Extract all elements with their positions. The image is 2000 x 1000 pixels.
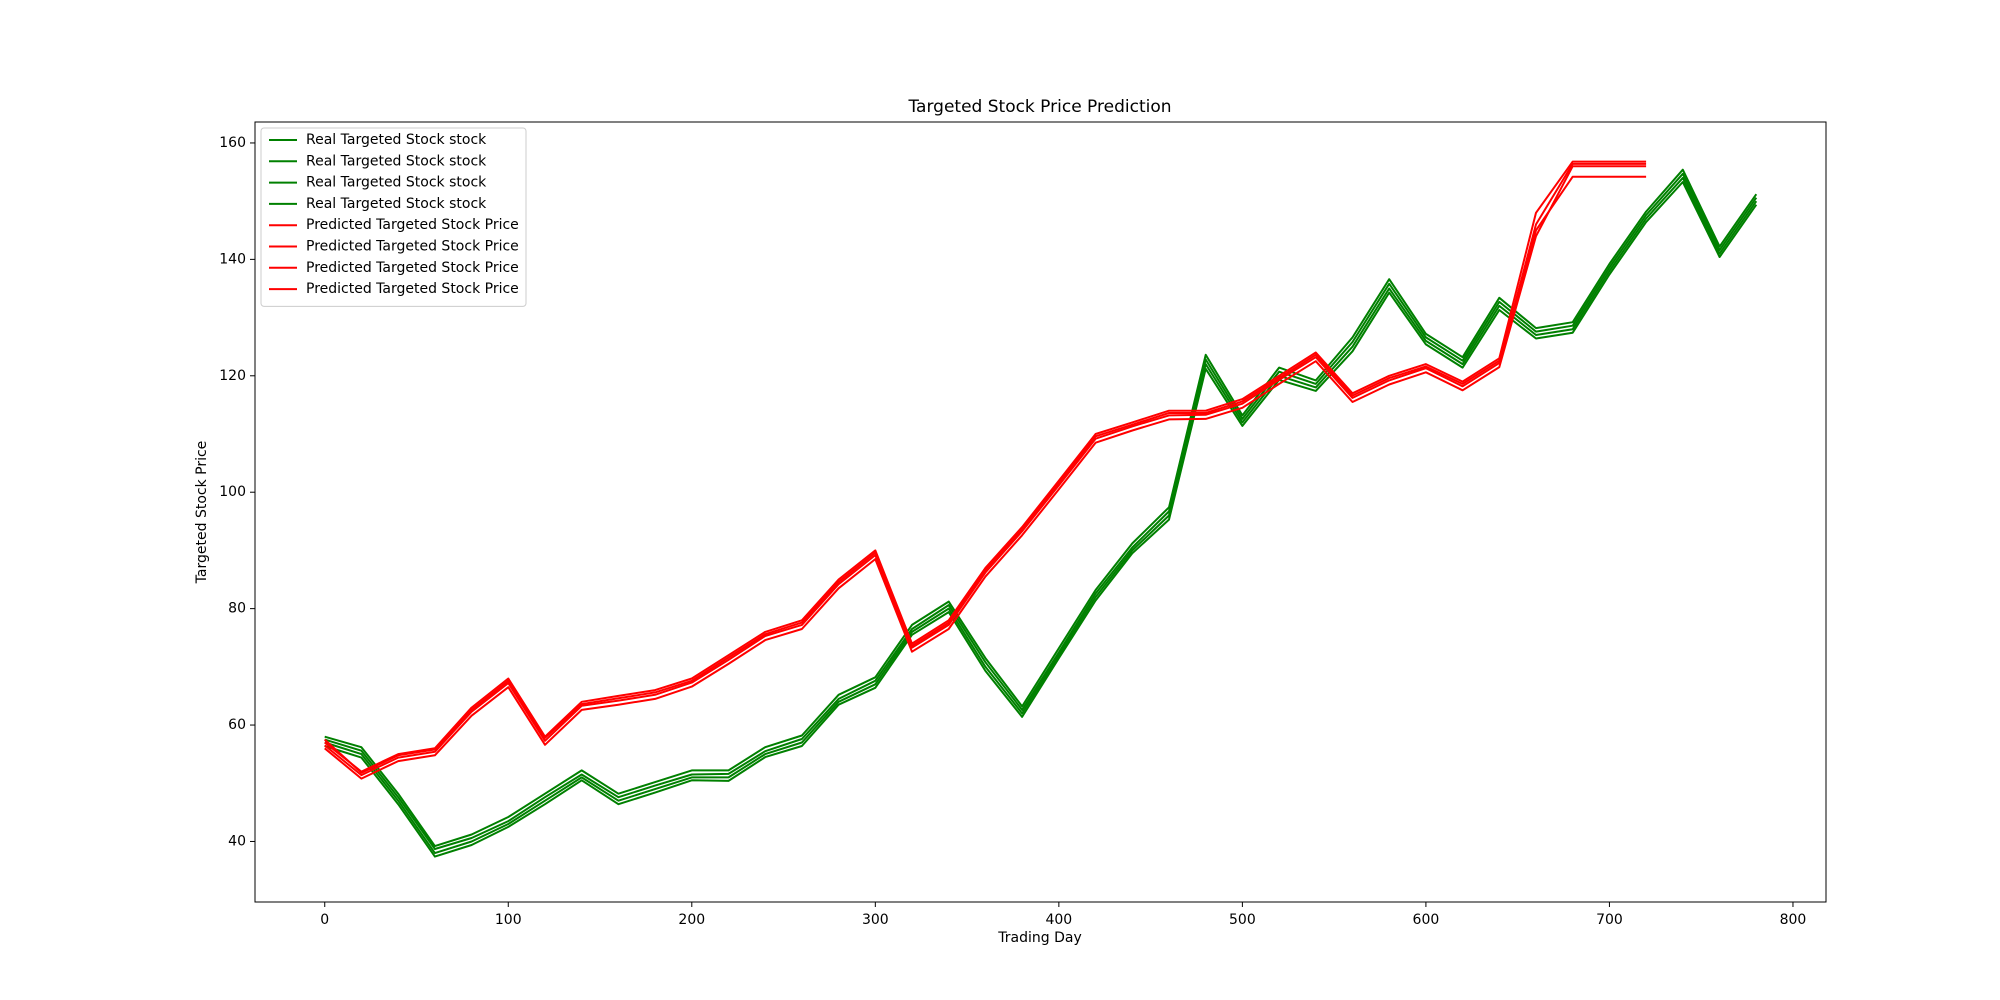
legend-label: Real Targeted Stock stock <box>306 153 487 169</box>
y-axis-label: Targeted Stock Price <box>194 441 210 585</box>
series-line <box>324 172 1758 850</box>
series-line <box>324 181 1758 858</box>
legend-label: Predicted Targeted Stock Price <box>306 260 519 276</box>
y-tick-label: 40 <box>228 833 246 849</box>
y-tick-label: 160 <box>219 135 246 151</box>
x-tick-label: 400 <box>1045 912 1072 928</box>
plot-frame <box>254 121 1827 903</box>
chart-title: Targeted Stock Price Prediction <box>907 97 1171 117</box>
legend-box <box>260 127 527 307</box>
legend-label: Real Targeted Stock stock <box>306 196 487 212</box>
x-axis-label: Trading Day <box>997 930 1081 946</box>
series-line <box>324 162 1647 777</box>
legend: Real Targeted Stock stock Real Targeted S… <box>260 127 527 307</box>
x-tick-label: 0 <box>320 912 329 928</box>
legend-label: Real Targeted Stock stock <box>306 132 487 148</box>
y-tick-label: 140 <box>219 251 246 267</box>
series-line <box>324 175 1647 774</box>
y-tick-label: 80 <box>228 601 246 617</box>
x-tick-label: 700 <box>1596 912 1623 928</box>
x-tick-label: 500 <box>1229 912 1256 928</box>
y-tick-label: 100 <box>219 484 246 500</box>
legend-label: Predicted Targeted Stock Price <box>306 281 519 297</box>
x-tick-label: 100 <box>495 912 522 928</box>
x-tick-label: 600 <box>1413 912 1440 928</box>
legend-label: Predicted Targeted Stock Price <box>306 217 519 233</box>
x-tick-label: 200 <box>678 912 705 928</box>
series-line <box>324 176 1758 855</box>
series-line <box>324 168 1758 848</box>
legend-label: Real Targeted Stock stock <box>306 175 487 191</box>
y-tick-label: 60 <box>228 717 246 733</box>
series-line <box>324 165 1647 780</box>
y-tick-label: 120 <box>219 368 246 384</box>
legend-label: Predicted Targeted Stock Price <box>306 239 519 255</box>
x-tick-label: 300 <box>862 912 889 928</box>
x-tick-label: 800 <box>1780 912 1807 928</box>
